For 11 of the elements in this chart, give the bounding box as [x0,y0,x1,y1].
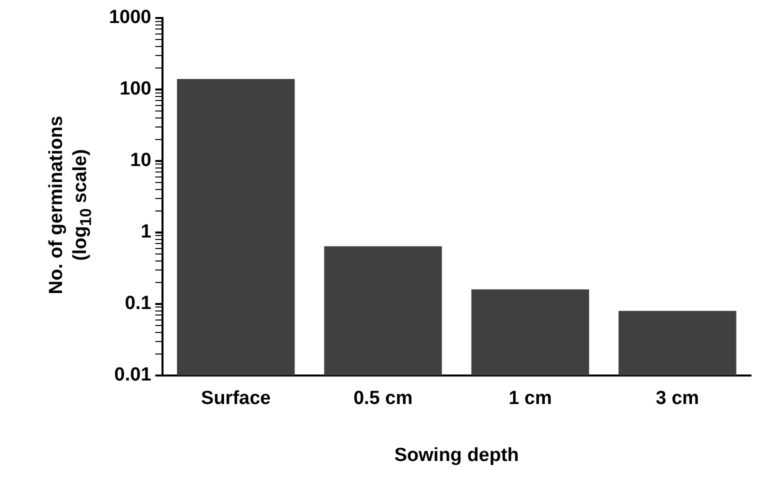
x-tick-label: 1 cm [508,388,552,410]
y-tick-label: 100 [120,78,152,100]
y-tick-label: 10 [130,150,152,172]
x-tick-label: 3 cm [656,388,700,410]
y-tick-label: 1000 [108,7,152,28]
y-tick-label: 0.01 [114,364,152,386]
y-tick-label: 0.1 [124,293,152,314]
x-tick-label: Surface [201,388,271,410]
y-tick-label: 1 [140,222,152,243]
x-tick-label: 0.5 cm [353,388,413,410]
x-axis-title: Sowing depth [394,444,519,466]
